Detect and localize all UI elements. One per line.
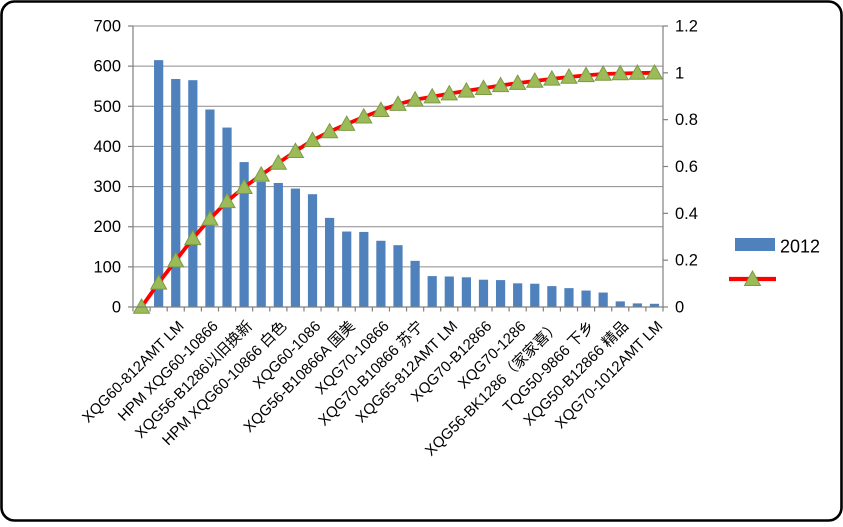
cumulative-marker	[525, 72, 544, 88]
cumulative-marker	[235, 178, 253, 195]
cumulative-marker	[594, 64, 613, 81]
bar	[598, 292, 608, 307]
cumulative-marker	[628, 64, 647, 80]
cumulative-marker	[423, 87, 442, 104]
cumulative-marker	[543, 69, 561, 86]
y-axis-label-right: 1	[675, 64, 684, 82]
cumulative-marker	[560, 68, 578, 84]
bar	[444, 276, 454, 307]
bar	[154, 60, 164, 307]
bar	[325, 217, 335, 307]
legend-label-2012: 2012	[780, 237, 820, 257]
cumulative-marker	[577, 66, 595, 83]
bar	[376, 240, 386, 307]
cumulative-marker	[457, 81, 476, 98]
bar	[256, 181, 266, 307]
cumulative-marker	[474, 79, 493, 95]
bar	[307, 194, 318, 307]
y-axis-label-right: 0.8	[675, 111, 698, 129]
bar	[410, 260, 420, 307]
cumulative-marker	[303, 131, 322, 147]
bar	[632, 303, 642, 307]
bar	[188, 80, 198, 307]
cumulative-marker	[286, 142, 305, 158]
bar	[615, 301, 625, 307]
cumulative-marker	[269, 153, 288, 170]
legend-bar-swatch	[735, 238, 775, 251]
bar	[547, 286, 557, 307]
y-axis-label-right: 0.6	[675, 158, 698, 176]
bar	[564, 288, 574, 307]
bar	[239, 162, 249, 307]
bar	[393, 245, 403, 307]
cumulative-marker	[149, 273, 168, 290]
y-axis-label-left: 200	[93, 218, 121, 236]
cumulative-marker	[354, 107, 373, 124]
cumulative-marker	[218, 192, 236, 209]
y-axis-label-left: 400	[93, 138, 121, 156]
y-axis-label-right: 0.2	[675, 252, 698, 270]
bar	[513, 283, 523, 307]
bar	[290, 188, 301, 307]
y-axis-label-left: 300	[93, 178, 121, 196]
bar	[478, 279, 489, 307]
bar	[359, 231, 369, 307]
bar	[342, 231, 352, 307]
cumulative-marker	[201, 209, 219, 226]
cumulative-marker	[166, 251, 185, 268]
cumulative-marker	[440, 84, 459, 101]
bar	[427, 276, 437, 307]
y-axis-label-right: 0.4	[675, 205, 698, 223]
y-axis-label-right: 0	[675, 299, 684, 317]
cumulative-marker	[389, 95, 407, 111]
cumulative-marker	[132, 297, 151, 314]
y-axis-label-left: 600	[93, 58, 121, 76]
cumulative-marker	[183, 229, 202, 246]
bar	[205, 109, 215, 307]
bar	[530, 283, 540, 307]
y-axis-label-left: 0	[112, 299, 121, 317]
cumulative-marker	[645, 63, 664, 80]
bar	[171, 78, 181, 307]
cumulative-marker	[252, 165, 271, 182]
cumulative-marker	[337, 115, 356, 131]
bar	[273, 182, 283, 307]
bar	[495, 280, 506, 307]
legend-triangle-marker	[743, 269, 762, 286]
bar	[461, 277, 471, 307]
bar	[222, 127, 232, 307]
bar	[581, 290, 591, 307]
y-axis-label-left: 700	[93, 18, 121, 36]
cumulative-marker	[508, 74, 527, 90]
y-axis-label-left: 500	[93, 98, 121, 116]
y-axis-label-left: 100	[93, 258, 121, 276]
cumulative-marker	[611, 64, 630, 81]
cumulative-marker	[320, 122, 339, 139]
bar	[649, 303, 660, 307]
cumulative-marker	[406, 90, 424, 107]
cumulative-marker	[491, 76, 510, 93]
cumulative-marker	[372, 101, 390, 117]
y-axis-label-right: 1.2	[675, 18, 698, 36]
